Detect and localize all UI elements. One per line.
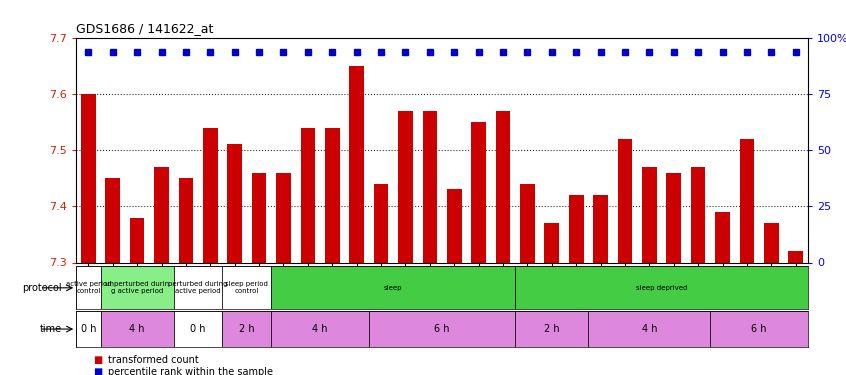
Bar [272,266,515,309]
Bar [129,217,145,262]
Text: time: time [40,324,62,334]
Bar [447,189,462,262]
Bar [300,128,316,262]
Text: active period
control: active period control [65,281,111,294]
Bar [711,311,808,347]
Bar [101,266,173,309]
Bar [106,178,120,262]
Bar [179,178,193,262]
Bar [788,251,803,262]
Bar [520,184,535,262]
Bar [76,311,101,347]
Bar [222,311,272,347]
Bar [374,184,388,262]
Bar [422,111,437,262]
Bar [369,311,515,347]
Bar [222,266,272,309]
Bar [715,212,730,262]
Text: 4 h: 4 h [312,324,327,334]
Bar [569,195,584,262]
Bar [276,172,291,262]
Bar [764,223,778,262]
Bar [325,128,339,262]
Text: sleep: sleep [384,285,403,291]
Text: sleep deprived: sleep deprived [636,285,687,291]
Text: 2 h: 2 h [239,324,255,334]
Bar [173,311,222,347]
Text: 0 h: 0 h [190,324,206,334]
Text: 6 h: 6 h [751,324,766,334]
Bar [398,111,413,262]
Bar [154,167,169,262]
Bar [272,311,369,347]
Text: unperturbed durin
g active period: unperturbed durin g active period [105,281,169,294]
Bar [515,266,808,309]
Text: ■: ■ [93,367,102,375]
Bar [101,311,173,347]
Text: perturbed during
active period: perturbed during active period [168,281,228,294]
Bar [252,172,266,262]
Bar [81,94,96,262]
Text: 6 h: 6 h [434,324,450,334]
Text: protocol: protocol [22,283,62,293]
Bar [588,311,711,347]
Bar [76,266,101,309]
Bar [173,266,222,309]
Text: 2 h: 2 h [544,324,559,334]
Text: 4 h: 4 h [129,324,145,334]
Bar [515,311,588,347]
Bar [691,167,706,262]
Bar [593,195,608,262]
Bar [739,139,755,262]
Text: 0 h: 0 h [80,324,96,334]
Bar [496,111,510,262]
Text: 4 h: 4 h [641,324,657,334]
Bar [667,172,681,262]
Text: transformed count: transformed count [108,355,199,365]
Bar [642,167,656,262]
Bar [349,66,364,262]
Bar [618,139,632,262]
Bar [545,223,559,262]
Bar [471,122,486,262]
Bar [228,144,242,262]
Text: GDS1686 / 141622_at: GDS1686 / 141622_at [76,22,213,35]
Text: ■: ■ [93,355,102,365]
Bar [203,128,217,262]
Text: sleep period
control: sleep period control [225,281,268,294]
Text: percentile rank within the sample: percentile rank within the sample [108,367,273,375]
